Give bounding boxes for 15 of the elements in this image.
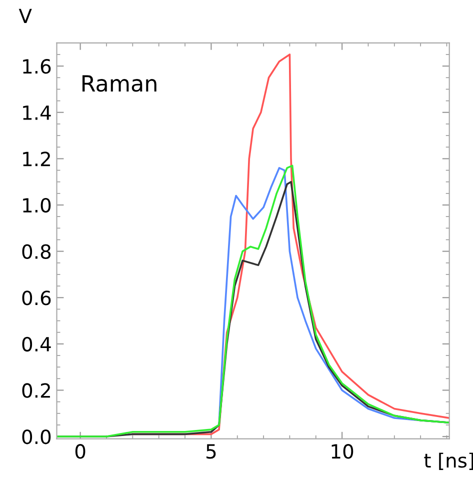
annotation: Raman <box>82 75 156 92</box>
y-tick-label: 0.8 <box>22 244 51 259</box>
y-tick-label: 1.0 <box>23 198 51 213</box>
x-axis-title: t [ns] <box>424 452 473 470</box>
x-tick-label: 10 <box>332 444 354 459</box>
y-tick-label: 1.2 <box>23 152 50 166</box>
y-tick-label: 0.6 <box>22 290 51 306</box>
y-tick-label: 0.4 <box>22 336 51 352</box>
y-tick-label: 0.2 <box>22 383 50 398</box>
x-tick-label: 0 <box>75 444 86 459</box>
x-tick-label: 5 <box>206 444 216 459</box>
y-tick-label: 0.0 <box>22 429 51 444</box>
y-axis-title: V <box>18 8 32 24</box>
y-tick-label: 1.4 <box>23 106 51 120</box>
y-tick-label: 1.6 <box>23 59 51 74</box>
